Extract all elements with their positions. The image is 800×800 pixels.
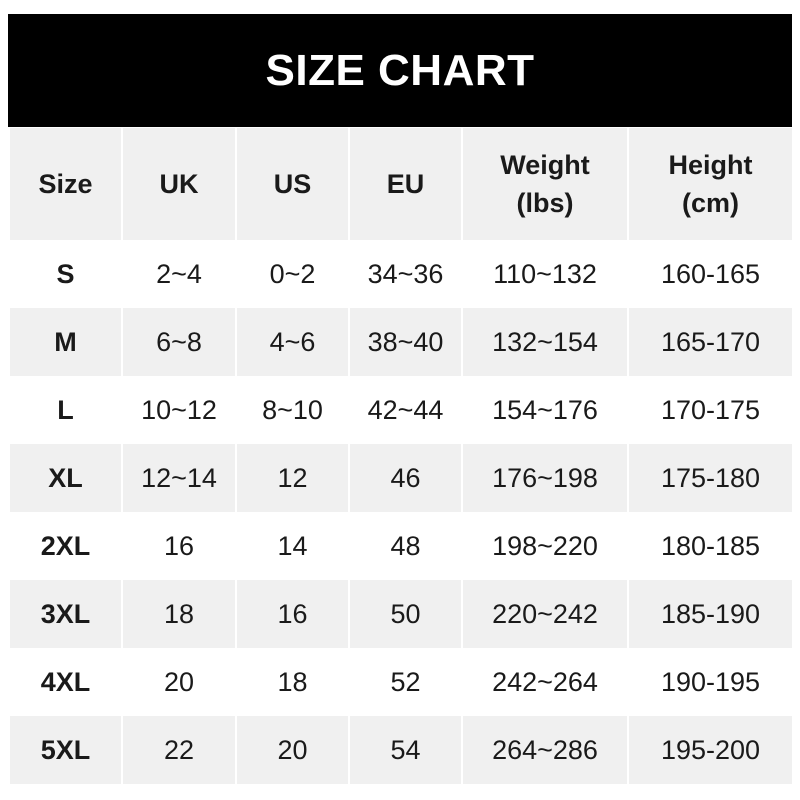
cell-eu: 38~40 — [348, 308, 463, 376]
cell-uk: 2~4 — [121, 240, 237, 308]
cell-size: 3XL — [8, 580, 123, 648]
cell-us: 8~10 — [235, 376, 350, 444]
column-header-label: US — [273, 169, 312, 199]
cell-height: 170-175 — [627, 376, 794, 444]
cell-eu: 52 — [348, 648, 463, 716]
table-row: 5XL 22 20 54 264~286 195-200 — [8, 716, 794, 784]
cell-eu: 54 — [348, 716, 463, 784]
cell-eu: 34~36 — [348, 240, 463, 308]
cell-us: 12 — [235, 444, 350, 512]
cell-height: 190-195 — [627, 648, 794, 716]
table-row: 3XL 18 16 50 220~242 185-190 — [8, 580, 794, 648]
cell-eu: 42~44 — [348, 376, 463, 444]
table-row: 2XL 16 14 48 198~220 180-185 — [8, 512, 794, 580]
cell-size: 4XL — [8, 648, 123, 716]
cell-size: L — [8, 376, 123, 444]
size-chart-table: Size UK US EU Weight (lbs) Height (cm) S 2~4 0~2 3… — [8, 128, 794, 784]
column-header-unit: (lbs) — [516, 188, 574, 218]
column-header-label: EU — [386, 169, 425, 199]
cell-weight: 242~264 — [461, 648, 629, 716]
column-header-height: Height (cm) — [627, 128, 794, 240]
column-header-uk: UK — [121, 128, 237, 240]
column-header-label: UK — [159, 169, 199, 199]
cell-size: 2XL — [8, 512, 123, 580]
cell-weight: 132~154 — [461, 308, 629, 376]
cell-weight: 154~176 — [461, 376, 629, 444]
table-row: L 10~12 8~10 42~44 154~176 170-175 — [8, 376, 794, 444]
cell-height: 195-200 — [627, 716, 794, 784]
cell-size: M — [8, 308, 123, 376]
cell-height: 180-185 — [627, 512, 794, 580]
cell-uk: 10~12 — [121, 376, 237, 444]
cell-us: 20 — [235, 716, 350, 784]
cell-uk: 18 — [121, 580, 237, 648]
cell-weight: 110~132 — [461, 240, 629, 308]
header-row: Size UK US EU Weight (lbs) Height (cm) — [8, 128, 794, 240]
cell-height: 175-180 — [627, 444, 794, 512]
cell-uk: 22 — [121, 716, 237, 784]
cell-size: 5XL — [8, 716, 123, 784]
cell-uk: 6~8 — [121, 308, 237, 376]
cell-weight: 220~242 — [461, 580, 629, 648]
cell-us: 14 — [235, 512, 350, 580]
table-row: S 2~4 0~2 34~36 110~132 160-165 — [8, 240, 794, 308]
cell-eu: 50 — [348, 580, 463, 648]
column-header-label: Height — [668, 150, 753, 180]
cell-us: 18 — [235, 648, 350, 716]
cell-us: 4~6 — [235, 308, 350, 376]
table-row: XL 12~14 12 46 176~198 175-180 — [8, 444, 794, 512]
cell-us: 16 — [235, 580, 350, 648]
column-header-weight: Weight (lbs) — [461, 128, 629, 240]
page-title: SIZE CHART — [8, 14, 792, 127]
column-header-size: Size — [8, 128, 123, 240]
cell-size: XL — [8, 444, 123, 512]
cell-height: 160-165 — [627, 240, 794, 308]
cell-uk: 12~14 — [121, 444, 237, 512]
cell-us: 0~2 — [235, 240, 350, 308]
column-header-label: Size — [38, 169, 93, 199]
cell-height: 165-170 — [627, 308, 794, 376]
column-header-eu: EU — [348, 128, 463, 240]
cell-weight: 176~198 — [461, 444, 629, 512]
cell-uk: 16 — [121, 512, 237, 580]
table-row: 4XL 20 18 52 242~264 190-195 — [8, 648, 794, 716]
column-header-us: US — [235, 128, 350, 240]
cell-uk: 20 — [121, 648, 237, 716]
column-header-label: Weight — [500, 150, 590, 180]
cell-weight: 198~220 — [461, 512, 629, 580]
cell-eu: 46 — [348, 444, 463, 512]
cell-size: S — [8, 240, 123, 308]
table-row: M 6~8 4~6 38~40 132~154 165-170 — [8, 308, 794, 376]
column-header-unit: (cm) — [681, 188, 739, 218]
cell-height: 185-190 — [627, 580, 794, 648]
cell-eu: 48 — [348, 512, 463, 580]
cell-weight: 264~286 — [461, 716, 629, 784]
